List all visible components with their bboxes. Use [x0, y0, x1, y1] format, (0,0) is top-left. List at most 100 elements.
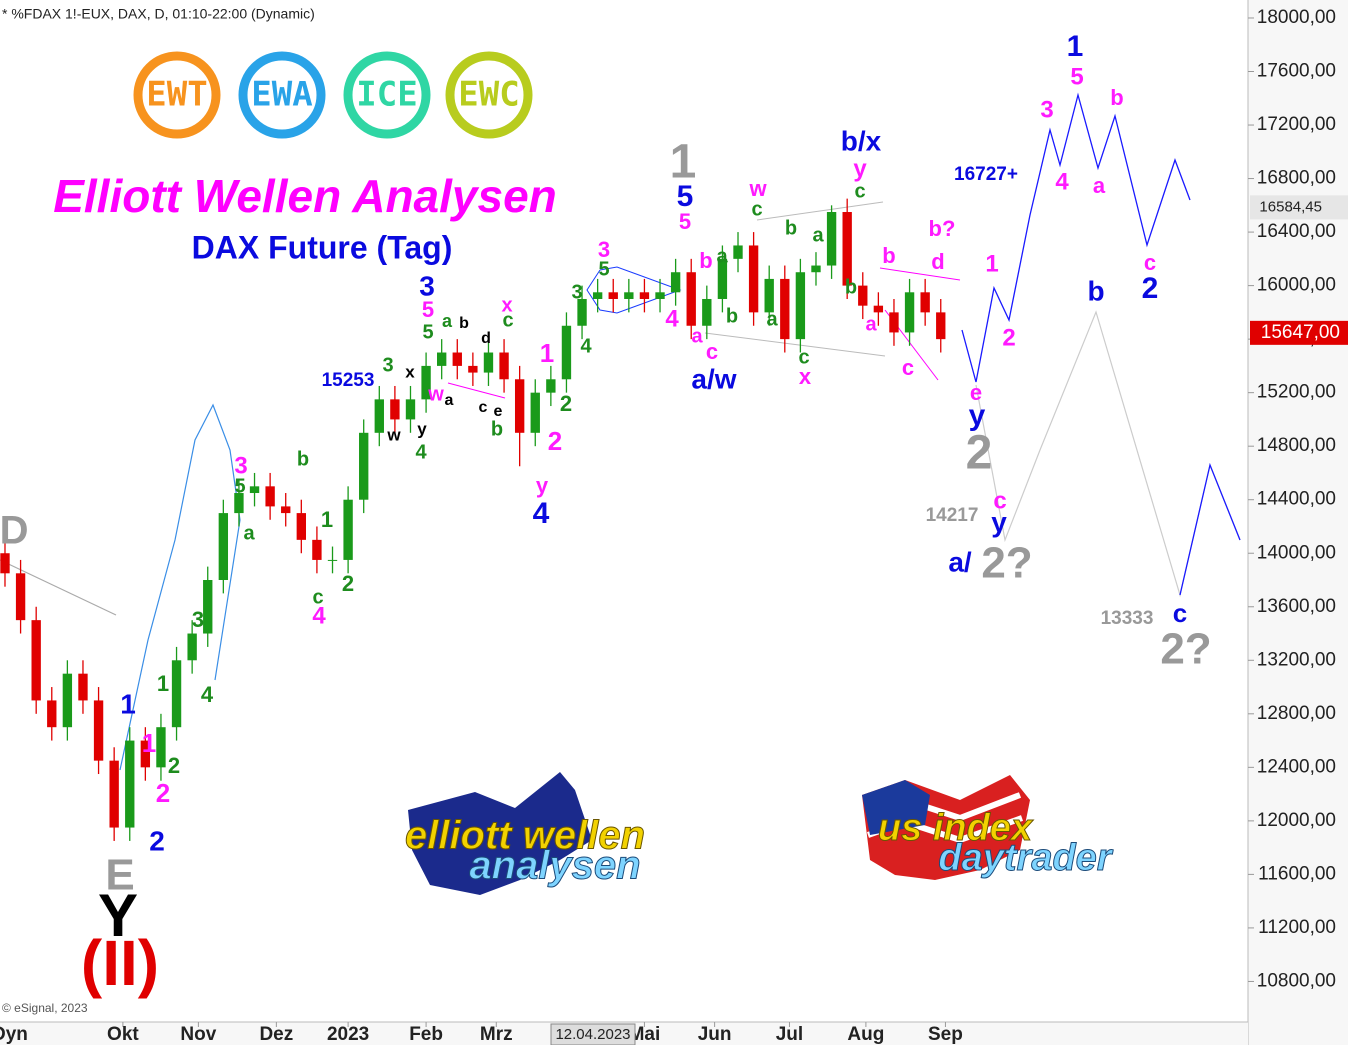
candle-body — [218, 513, 229, 580]
wave-label: w — [427, 383, 444, 405]
candle-body — [359, 432, 369, 500]
x-tick-label: Mrz — [480, 1024, 513, 1045]
candle-body — [281, 506, 291, 514]
candle-body — [93, 700, 104, 761]
wave-label: y — [417, 419, 427, 438]
candle-body — [920, 292, 930, 313]
trendline — [756, 201, 884, 221]
wave-label: 3 — [382, 354, 393, 376]
projection-path — [1179, 462, 1241, 596]
price-label-box — [1250, 320, 1348, 345]
y-tick-label: 17200,00 — [1257, 114, 1336, 135]
y-tick-label: 14800,00 — [1257, 435, 1336, 456]
wave-label: a — [445, 392, 454, 409]
candle-body — [452, 352, 462, 366]
candle-body — [514, 379, 525, 433]
x-tick-label: Sep — [928, 1024, 963, 1045]
wave-label: c — [751, 198, 762, 220]
wave-label: c — [479, 399, 488, 416]
candle-body — [156, 727, 166, 768]
candle-body — [702, 298, 712, 326]
y-tick-label: 16400,00 — [1257, 221, 1336, 242]
candle-body — [374, 399, 384, 433]
wave-label: 5 — [422, 297, 434, 322]
wave-label: 15253 — [322, 370, 375, 391]
y-tick-label: 11600,00 — [1258, 863, 1336, 884]
candle-body — [421, 365, 431, 400]
wave-label: 1 — [321, 507, 333, 532]
wave-label: a — [812, 224, 824, 246]
candle-body — [437, 352, 447, 366]
triangle-pattern — [586, 266, 682, 314]
wave-label: Y — [98, 882, 138, 949]
x-tick-label: Jun — [698, 1024, 732, 1045]
wave-label: 2? — [1160, 625, 1211, 674]
x-tick-label: Feb — [409, 1024, 443, 1045]
wave-label: 1 — [985, 250, 998, 277]
wave-label: 3 — [598, 237, 610, 262]
flag — [408, 772, 592, 895]
wave-label: 1 — [540, 338, 554, 368]
candle-body — [125, 740, 135, 828]
candle-body — [234, 493, 244, 514]
candle-body — [47, 700, 57, 728]
wave-label: c — [502, 309, 513, 331]
badge: EWC — [458, 75, 519, 115]
wave-label: 2 — [149, 825, 165, 856]
wave-label: d — [481, 330, 491, 347]
candle-body — [873, 305, 884, 313]
candle-body — [795, 272, 806, 340]
wave-label: w — [748, 176, 767, 201]
x-tick-label: Dez — [259, 1024, 293, 1045]
wave-label: 1 — [120, 688, 136, 719]
candle-body — [265, 486, 275, 507]
badge-ring — [133, 51, 221, 139]
y-tick-label: 12400,00 — [1257, 756, 1336, 777]
logo-text: us index — [878, 807, 1034, 849]
wave-label: b — [297, 448, 309, 470]
y-tick-label: 17600,00 — [1257, 61, 1336, 82]
copyright: © eSignal, 2023 — [2, 1001, 88, 1015]
logo-text: daytrader — [938, 837, 1113, 879]
candle-body — [78, 673, 88, 701]
x-tick-label: Mai — [629, 1024, 661, 1045]
wave-label: b — [459, 315, 469, 332]
wave-label: 2 — [156, 778, 170, 808]
wave-label: 5 — [679, 209, 691, 234]
logo-us: us index daytrader — [862, 775, 1114, 880]
candle-body — [624, 292, 634, 299]
badge-ring — [343, 51, 431, 139]
axis-panel — [1248, 0, 1348, 1045]
y-tick-label: 15200,00 — [1257, 382, 1336, 403]
candle-body — [530, 392, 540, 433]
wave-label: a — [865, 313, 877, 335]
wave-label: c — [902, 355, 914, 380]
wave-label: a — [766, 308, 778, 330]
wave-label: a/ — [948, 546, 972, 577]
candle-body — [546, 379, 556, 393]
y-tick-label: 12000,00 — [1257, 810, 1336, 831]
badge-ring — [238, 51, 326, 139]
wave-label: 4 — [1055, 168, 1069, 195]
wave-label: 1 — [157, 671, 169, 696]
wave-label: 14217 — [926, 505, 979, 526]
wave-label: 3 — [571, 281, 582, 303]
wave-label: a — [691, 325, 703, 347]
x-tick-label: Nov — [180, 1024, 216, 1045]
wave-label: 3 — [419, 270, 435, 301]
wave-label: 2 — [168, 753, 180, 778]
wave-label: b — [699, 248, 712, 273]
wave-label: 1 — [1067, 30, 1084, 63]
wave-label: 4 — [312, 602, 326, 629]
candle-body — [639, 292, 650, 299]
wave-label: w — [386, 425, 401, 444]
wave-label: c — [1144, 250, 1156, 275]
y-tick-label: 16800,00 — [1257, 168, 1336, 189]
wave-label: 3 — [1040, 96, 1053, 123]
wave-label: 16727+ — [954, 164, 1018, 185]
wave-label: 3 — [234, 452, 247, 479]
wave-label: b — [882, 243, 895, 268]
x-axis-start: Dyn — [0, 1024, 28, 1045]
candle-body — [764, 278, 774, 313]
